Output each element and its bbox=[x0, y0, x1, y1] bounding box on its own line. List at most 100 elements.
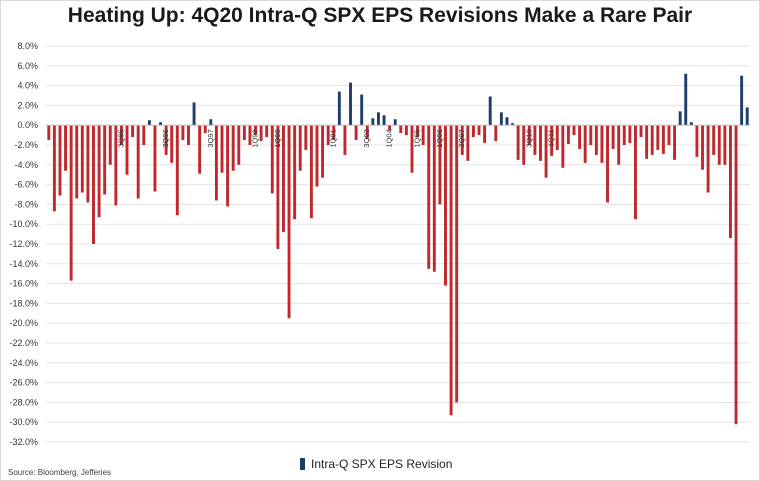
bar bbox=[159, 122, 162, 126]
bar bbox=[354, 125, 358, 141]
bar bbox=[125, 125, 129, 175]
bar bbox=[337, 91, 341, 126]
y-tick-label: -30.0% bbox=[9, 417, 38, 427]
y-tick-label: -8.0% bbox=[14, 199, 38, 209]
bar bbox=[477, 125, 481, 136]
bar bbox=[103, 125, 107, 195]
bar bbox=[427, 125, 431, 269]
x-tick-label: 3Q97 bbox=[206, 129, 215, 147]
y-tick-label: -16.0% bbox=[9, 279, 38, 289]
y-tick-label: 0.0% bbox=[17, 120, 38, 130]
bar bbox=[421, 125, 425, 145]
chart-title: Heating Up: 4Q20 Intra-Q SPX EPS Revisio… bbox=[67, 4, 693, 27]
bar bbox=[282, 125, 285, 233]
bar bbox=[393, 119, 397, 126]
y-tick-label: 8.0% bbox=[17, 41, 38, 51]
x-tick-label: 1Q11 bbox=[547, 129, 556, 147]
bar bbox=[242, 125, 246, 141]
bar bbox=[360, 94, 364, 126]
bar bbox=[349, 82, 352, 126]
source-note: Source: Bloomberg, Jefferies bbox=[8, 468, 112, 477]
bar bbox=[561, 125, 565, 168]
gridlines bbox=[46, 45, 750, 443]
bar bbox=[265, 125, 269, 138]
bar bbox=[164, 125, 168, 155]
bar bbox=[259, 125, 263, 142]
bar bbox=[287, 125, 291, 319]
bar bbox=[97, 125, 101, 218]
x-tick-label: 3Q95 bbox=[116, 129, 125, 147]
legend-swatch bbox=[300, 458, 305, 470]
bar bbox=[198, 125, 202, 174]
bar bbox=[231, 125, 235, 171]
bar bbox=[628, 125, 632, 144]
bar bbox=[594, 125, 598, 155]
bar bbox=[131, 125, 135, 138]
bar bbox=[622, 125, 626, 145]
x-tick-label: 1Q00 bbox=[273, 129, 282, 147]
x-tick-label: 3Q10 bbox=[524, 129, 533, 147]
bar bbox=[92, 125, 95, 244]
bar bbox=[689, 122, 693, 126]
bar bbox=[365, 125, 369, 140]
bar bbox=[667, 125, 671, 145]
bar bbox=[80, 125, 84, 193]
bar bbox=[639, 125, 643, 138]
bar bbox=[550, 125, 554, 156]
y-tick-label: 6.0% bbox=[17, 61, 38, 71]
bar bbox=[566, 125, 570, 145]
bar bbox=[69, 125, 73, 281]
bar bbox=[745, 107, 749, 126]
bar bbox=[248, 125, 252, 145]
y-tick-label: -2.0% bbox=[14, 140, 38, 150]
bar bbox=[47, 125, 51, 141]
bar bbox=[438, 125, 442, 205]
bar bbox=[142, 125, 146, 145]
y-tick-label: -20.0% bbox=[9, 318, 38, 328]
bar bbox=[455, 125, 459, 403]
bar bbox=[673, 125, 677, 160]
bar bbox=[326, 125, 330, 145]
bar bbox=[416, 125, 420, 138]
y-tick-label: -26.0% bbox=[9, 378, 38, 388]
y-tick-label: -10.0% bbox=[9, 219, 38, 229]
bar bbox=[192, 102, 196, 126]
y-tick-label: -28.0% bbox=[9, 397, 38, 407]
bar bbox=[175, 125, 179, 216]
bar bbox=[388, 125, 392, 131]
bar bbox=[449, 125, 453, 416]
bar bbox=[153, 125, 157, 192]
bar bbox=[555, 125, 559, 150]
bar bbox=[678, 111, 682, 126]
bar bbox=[309, 125, 313, 219]
bar bbox=[600, 125, 604, 163]
bar bbox=[321, 125, 325, 178]
bar bbox=[332, 125, 336, 141]
bar bbox=[661, 125, 665, 154]
bar bbox=[382, 115, 386, 126]
bar bbox=[64, 125, 68, 171]
y-tick-labels: 8.0% 6.0% 4.0% 2.0% 0.0% -2.0% -4.0% -6.0% -8.0%… bbox=[9, 41, 38, 447]
bar bbox=[650, 125, 654, 155]
y-tick-label: -12.0% bbox=[9, 239, 38, 249]
bar bbox=[634, 125, 637, 220]
bar bbox=[114, 125, 118, 206]
bar bbox=[254, 125, 257, 136]
bar bbox=[740, 75, 744, 126]
bar bbox=[499, 112, 503, 126]
bar bbox=[483, 125, 487, 144]
y-tick-label: -32.0% bbox=[9, 437, 38, 447]
bar bbox=[522, 125, 526, 165]
bar bbox=[494, 125, 498, 142]
bar bbox=[410, 125, 414, 173]
bar bbox=[701, 125, 704, 170]
bar bbox=[460, 125, 464, 155]
y-tick-label: -22.0% bbox=[9, 338, 38, 348]
bar bbox=[293, 125, 297, 220]
y-tick-label: 4.0% bbox=[17, 81, 38, 91]
bar bbox=[488, 96, 492, 126]
y-tick-label: -24.0% bbox=[9, 358, 38, 368]
bar bbox=[58, 125, 62, 196]
